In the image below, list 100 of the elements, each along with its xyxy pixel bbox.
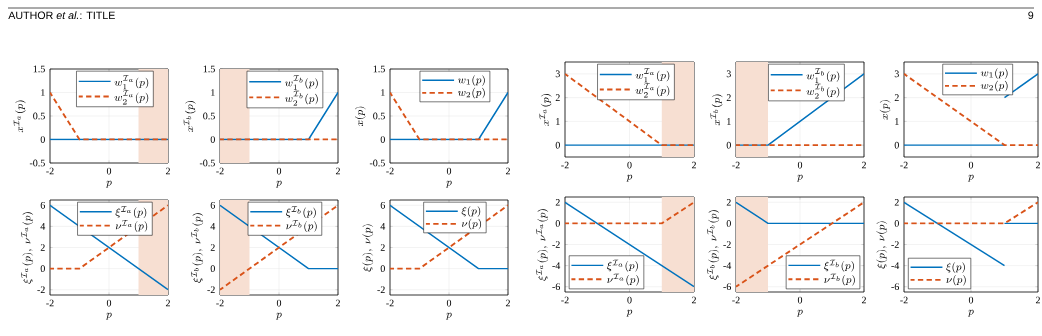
- y-axis-title: $x(p)$: [879, 100, 891, 120]
- x-axis-title: $p$: [445, 312, 452, 320]
- x-tick-label: 2: [505, 167, 510, 175]
- y-tick-label: 0: [726, 141, 731, 149]
- legend-label: $w_1^{\mathcal{I}_b}(p)$: [806, 68, 840, 83]
- y-tick-label: 0: [210, 136, 215, 143]
- legend-label: $\xi^{\mathcal{I}_a}(p)$: [607, 259, 638, 272]
- y-tick-label: 1: [41, 89, 45, 96]
- x-tick-label: -2: [216, 299, 224, 307]
- legend-label: $\nu^{\mathcal{I}_b}(p)$: [286, 220, 317, 232]
- y-tick-label: 0: [894, 141, 899, 149]
- y-tick-label: 2: [894, 198, 899, 206]
- y-axis-title: $\xi(p),\ \nu(p)$: [876, 221, 888, 269]
- x-tick-label: -2: [900, 161, 908, 169]
- y-tick-label: 1.5: [33, 65, 45, 73]
- x-tick-label: 2: [165, 167, 170, 175]
- y-axis-title: $\xi^{\mathcal{I}_b}(p),\ \nu^{\mathcal{I}_b}(p)$: [191, 213, 204, 283]
- y-tick-label: -2: [377, 286, 385, 294]
- y-tick-label: 6: [380, 201, 385, 209]
- x-tick-label: 0: [968, 161, 974, 169]
- y-tick-label: 0: [380, 136, 385, 143]
- y-tick-label: 2: [726, 198, 731, 206]
- y-tick-label: 0: [894, 220, 899, 227]
- x-axis-title: $p$: [275, 180, 282, 188]
- y-axis-title: $x^{\mathcal{I}_b}(p)$: [183, 101, 196, 132]
- x-axis-title: $p$: [796, 309, 803, 317]
- y-tick-label: -4: [891, 262, 900, 269]
- legend-label: $\xi^{\mathcal{I}_a}(p)$: [115, 206, 147, 219]
- y-tick-label: 6: [210, 201, 215, 209]
- y-tick-label: -0.5: [29, 159, 45, 167]
- y-axis-title: $x^{\mathcal{I}_a}(p)$: [539, 94, 552, 126]
- y-tick-label: 2: [40, 244, 45, 251]
- x-axis-title: $p$: [796, 174, 803, 182]
- y-axis-title: $\xi^{\mathcal{I}_b}(p),\ \nu^{\mathcal{I}_b}(p)$: [707, 210, 720, 280]
- x-tick-label: -2: [216, 167, 224, 175]
- y-tick-label: 1: [211, 89, 215, 96]
- x-tick-label: -2: [46, 167, 54, 175]
- y-tick-label: 0: [555, 220, 560, 227]
- y-tick-label: 2: [555, 94, 560, 101]
- x-axis-title: $p$: [967, 309, 974, 317]
- y-tick-label: -6: [723, 283, 731, 291]
- x-tick-label: 0: [797, 296, 803, 304]
- y-axis-title: $\xi(p),\ \nu(p)$: [362, 224, 374, 272]
- x-tick-label: -2: [732, 296, 740, 304]
- x-tick-label: -2: [561, 296, 569, 304]
- x-tick-label: 0: [106, 299, 112, 307]
- y-tick-label: 3: [555, 70, 560, 78]
- x-tick-label: 2: [861, 161, 866, 169]
- y-tick-label: 2: [380, 244, 385, 251]
- y-tick-label: -4: [552, 262, 561, 269]
- x-axis-title: $p$: [626, 309, 633, 317]
- legend-label: $w_1(p)$: [980, 68, 1008, 79]
- y-tick-label: 0: [40, 265, 45, 272]
- x-axis-title: $p$: [445, 180, 452, 188]
- x-tick-label: -2: [561, 161, 569, 169]
- x-axis-title: $p$: [275, 312, 282, 320]
- x-tick-label: 0: [276, 299, 282, 307]
- legend-label: $w_2^{\mathcal{I}_b}(p)$: [806, 83, 840, 99]
- legend-label: $w_2^{\mathcal{I}_a}(p)$: [114, 90, 149, 105]
- y-axis-title: $x^{\mathcal{I}_b}(p)$: [710, 94, 723, 126]
- legend-label: $\nu(p)$: [946, 274, 966, 286]
- x-tick-label: -2: [46, 299, 54, 307]
- y-tick-label: -2: [37, 286, 45, 294]
- y-tick-label: 3: [726, 70, 731, 78]
- x-tick-label: 0: [797, 161, 803, 169]
- legend-label: $\xi(p)$: [946, 262, 965, 273]
- y-tick-label: -0.5: [199, 159, 215, 167]
- y-tick-label: 1: [895, 118, 899, 125]
- legend-label: $\nu(p)$: [461, 218, 482, 230]
- y-tick-label: 0.5: [203, 112, 215, 120]
- x-tick-label: -2: [732, 161, 740, 169]
- y-tick-label: 3: [894, 70, 899, 78]
- legend-label: $\xi^{\mathcal{I}_b}(p)$: [824, 259, 854, 272]
- y-tick-label: 0: [210, 265, 215, 272]
- y-tick-label: -2: [552, 241, 560, 248]
- y-tick-label: 1.5: [373, 65, 385, 73]
- legend-label: $w_1^{\mathcal{I}_a}(p)$: [114, 75, 149, 90]
- y-tick-label: -0.5: [369, 159, 385, 167]
- x-tick-label: 0: [276, 167, 282, 175]
- legend-label: $w_1(p)$: [457, 75, 485, 86]
- y-tick-label: -2: [207, 286, 215, 294]
- y-tick-label: 1: [556, 118, 560, 125]
- y-axis-title: $x(p)$: [354, 106, 366, 127]
- y-tick-label: 0.5: [33, 112, 45, 120]
- y-tick-label: -2: [891, 241, 899, 248]
- y-tick-label: -6: [552, 283, 560, 291]
- text: 9: [1028, 11, 1034, 20]
- legend-label: $w_2^{\mathcal{I}_a}(p)$: [635, 83, 670, 98]
- x-tick-label: -2: [386, 167, 394, 175]
- y-tick-label: 4: [380, 223, 386, 230]
- x-tick-label: 2: [1035, 161, 1040, 169]
- y-tick-label: 1: [381, 89, 385, 96]
- legend-label: $\nu^{\mathcal{I}_b}(p)$: [824, 273, 855, 286]
- x-axis-title: $p$: [626, 174, 633, 182]
- legend-label: $\nu^{\mathcal{I}_a}(p)$: [607, 273, 639, 286]
- y-tick-label: 0: [726, 220, 731, 227]
- legend-label: $w_2(p)$: [980, 80, 1008, 92]
- y-tick-label: 0: [555, 141, 560, 149]
- y-axis-title: $x^{\mathcal{I}_a}(p)$: [13, 100, 26, 133]
- y-tick-label: 0: [40, 136, 45, 143]
